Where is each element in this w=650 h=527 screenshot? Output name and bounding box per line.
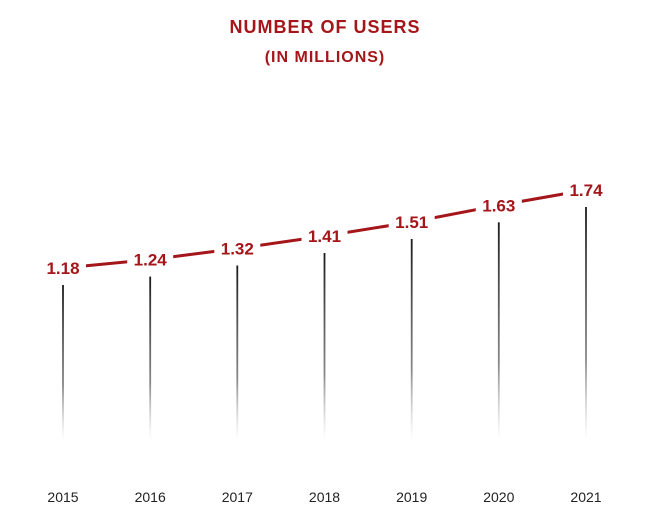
stem-2019 bbox=[410, 239, 413, 440]
stem-group bbox=[62, 207, 587, 440]
stem-2018 bbox=[323, 253, 326, 440]
x-tick-label-2017: 2017 bbox=[222, 489, 253, 505]
x-tick-label-2016: 2016 bbox=[135, 489, 166, 505]
value-label-bg bbox=[127, 247, 174, 270]
chart-title: NUMBER OF USERS bbox=[229, 17, 420, 37]
value-label-2018: 1.41 bbox=[308, 227, 341, 246]
x-tick-label-2020: 2020 bbox=[483, 489, 514, 505]
value-label-2016: 1.24 bbox=[134, 251, 168, 270]
x-tick-label-2018: 2018 bbox=[309, 489, 340, 505]
value-label-bg bbox=[40, 256, 86, 278]
value-label-2015: 1.18 bbox=[46, 259, 79, 278]
value-label-group: 1.18 1.24 1.32 1.41 1.51 1.63 1.74 bbox=[40, 178, 609, 278]
x-tick-label-2015: 2015 bbox=[47, 489, 78, 505]
x-tick-label-group: 2015 2016 2017 2018 2019 2020 2021 bbox=[47, 489, 601, 505]
x-tick-label-2021: 2021 bbox=[570, 489, 601, 505]
value-label-bg bbox=[563, 178, 609, 200]
stem-2016 bbox=[149, 276, 152, 440]
stem-2015 bbox=[62, 285, 64, 440]
stem-2020 bbox=[497, 222, 500, 440]
value-label-2020: 1.63 bbox=[482, 196, 515, 215]
value-label-2017: 1.32 bbox=[221, 240, 254, 259]
value-label-bg bbox=[301, 224, 348, 246]
chart-subtitle: (IN MILLIONS) bbox=[265, 49, 386, 66]
value-label-bg bbox=[388, 210, 435, 232]
stem-2017 bbox=[236, 265, 239, 440]
value-label-2021: 1.74 bbox=[569, 181, 603, 200]
value-label-2019: 1.51 bbox=[395, 213, 428, 232]
value-label-bg bbox=[214, 236, 261, 259]
x-tick-label-2019: 2019 bbox=[396, 489, 427, 505]
stem-2021 bbox=[585, 207, 587, 440]
value-label-bg bbox=[475, 193, 522, 216]
